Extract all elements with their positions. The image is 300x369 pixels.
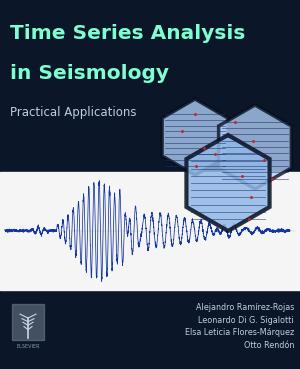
- Text: Elsa Leticia Flores-Márquez: Elsa Leticia Flores-Márquez: [185, 328, 294, 337]
- Polygon shape: [186, 135, 270, 231]
- Polygon shape: [219, 105, 291, 189]
- Text: in Seismology: in Seismology: [10, 64, 169, 83]
- Bar: [0, 172, 300, 290]
- Text: Practical Applications: Practical Applications: [10, 106, 136, 119]
- Bar: [12, 304, 44, 340]
- Polygon shape: [162, 99, 228, 175]
- Text: Leonardo Di G. Sigalotti: Leonardo Di G. Sigalotti: [199, 315, 294, 325]
- Text: Time Series Analysis: Time Series Analysis: [10, 24, 245, 43]
- Text: ELSEVIER: ELSEVIER: [16, 344, 40, 349]
- Text: Otto Rendón: Otto Rendón: [244, 341, 294, 350]
- Text: Alejandro Ramírez-Rojas: Alejandro Ramírez-Rojas: [196, 303, 294, 312]
